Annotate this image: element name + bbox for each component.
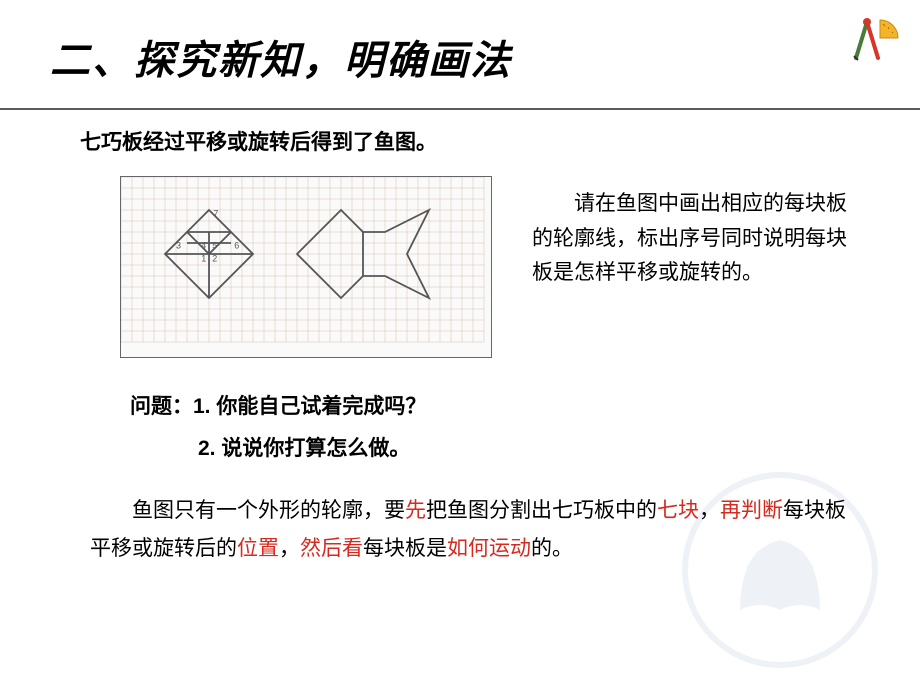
conc-p3: ， bbox=[699, 498, 720, 522]
svg-text:5: 5 bbox=[212, 241, 217, 251]
question-label: 问题： bbox=[130, 395, 193, 418]
instruction-text: 请在鱼图中画出相应的每块板的轮廓线，标出序号同时说明每块板是怎样平移或旋转的。 bbox=[532, 186, 852, 290]
svg-text:6: 6 bbox=[234, 241, 239, 251]
conc-h1: 先 bbox=[405, 498, 426, 522]
svg-text:4: 4 bbox=[201, 241, 206, 251]
q1-number: 1. bbox=[193, 395, 216, 418]
subtitle-text: 七巧板经过平移或旋转后得到了鱼图。 bbox=[80, 126, 880, 156]
conc-h2: 七块 bbox=[657, 498, 699, 522]
diagram-and-instruction-row: 7 3 45 6 12 请在鱼图中画出相应的每块板的轮廓线，标出序号同时说明每块板是怎样… bbox=[50, 176, 880, 358]
conc-p7: 的。 bbox=[531, 536, 573, 560]
question-block: 问题：1. 你能自己试着完成吗？ 2. 说说你打算怎么做。 bbox=[130, 386, 880, 470]
section-title: 二、探究新知，明确画法 bbox=[50, 28, 880, 86]
q1-text: 你能自己试着完成吗？ bbox=[216, 395, 426, 418]
conc-p5: ， bbox=[279, 536, 300, 560]
tangram-fish-diagram: 7 3 45 6 12 bbox=[120, 176, 492, 358]
conclusion-text: 鱼图只有一个外形的轮廓，要先把鱼图分割出七巧板中的七块，再判断每块板平移或旋转后… bbox=[90, 492, 860, 568]
conc-h3: 再判断 bbox=[720, 498, 783, 522]
question-line-2: 2. 说说你打算怎么做。 bbox=[198, 428, 880, 470]
svg-text:3: 3 bbox=[176, 241, 181, 251]
conc-p1: 鱼图只有一个外形的轮廓，要 bbox=[132, 498, 405, 522]
svg-text:2: 2 bbox=[212, 254, 217, 264]
compass-protractor-icon bbox=[842, 10, 902, 70]
conc-h6: 如何运动 bbox=[447, 536, 531, 560]
q2-number: 2. bbox=[198, 437, 221, 460]
conc-h4: 位置 bbox=[237, 536, 279, 560]
svg-text:7: 7 bbox=[213, 209, 218, 219]
question-line-1: 问题：1. 你能自己试着完成吗？ bbox=[130, 386, 880, 428]
diagram-svg: 7 3 45 6 12 bbox=[121, 177, 491, 352]
conc-h5: 然后看 bbox=[300, 536, 363, 560]
title-underline bbox=[0, 108, 920, 110]
slide-content: 二、探究新知，明确画法 七巧板经过平移或旋转后得到了鱼图。 7 3 45 6 12 请在… bbox=[0, 0, 920, 690]
conc-p6: 每块板是 bbox=[363, 536, 447, 560]
svg-text:1: 1 bbox=[201, 254, 206, 264]
q2-text: 说说你打算怎么做。 bbox=[221, 437, 410, 460]
conc-p2: 把鱼图分割出七巧板中的 bbox=[426, 498, 657, 522]
